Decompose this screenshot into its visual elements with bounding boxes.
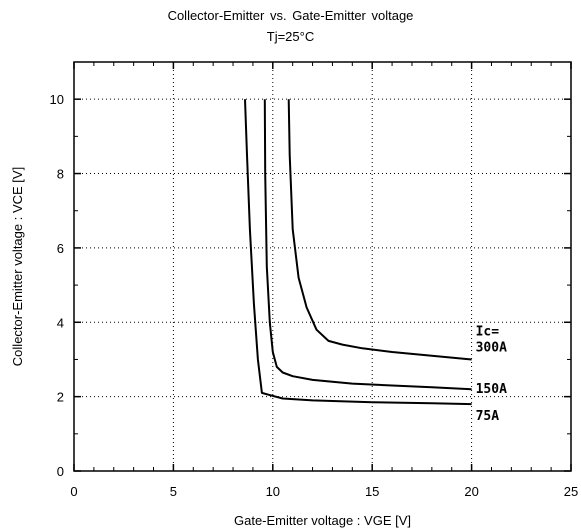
y-tick-label: 2 [57, 390, 64, 405]
x-tick-label: 20 [464, 484, 478, 499]
y-tick-label: 8 [57, 167, 64, 182]
y-tick-label: 6 [57, 241, 64, 256]
series-line-300A [287, 99, 472, 361]
plot-frame [73, 61, 572, 472]
series-label-150A: 150A [476, 382, 507, 397]
x-tick-label: 5 [170, 484, 177, 499]
x-tick-label: 10 [266, 484, 280, 499]
y-tick-label: 10 [50, 92, 64, 107]
chart-subtitle: Tj=25°C [266, 29, 315, 44]
axis-ticks [73, 62, 572, 472]
series-label-75A: 75A [476, 409, 500, 424]
series-label-300A: 300A [476, 340, 507, 355]
y-tick-label: 0 [57, 464, 64, 479]
chart-title: Collector-Emitter vs. Gate-Emitter volta… [167, 8, 414, 23]
x-axis-label: Gate-Emitter voltage : VGE [V] [234, 513, 411, 528]
tick-labels: 0 5 10 15 20 25 0 2 4 6 8 10 [50, 92, 579, 499]
y-axis-label: Collector-Emitter voltage : VCE [V] [10, 167, 25, 366]
y-tick-label: 4 [57, 315, 64, 330]
series-lines: 300A 150A 75A [244, 99, 507, 424]
x-tick-label: 25 [564, 484, 578, 499]
x-tick-label: 15 [365, 484, 379, 499]
series-line-150A [263, 99, 472, 391]
legend-title: Ic= [476, 324, 500, 339]
x-tick-label: 0 [70, 484, 77, 499]
series-line-75A [244, 99, 472, 406]
